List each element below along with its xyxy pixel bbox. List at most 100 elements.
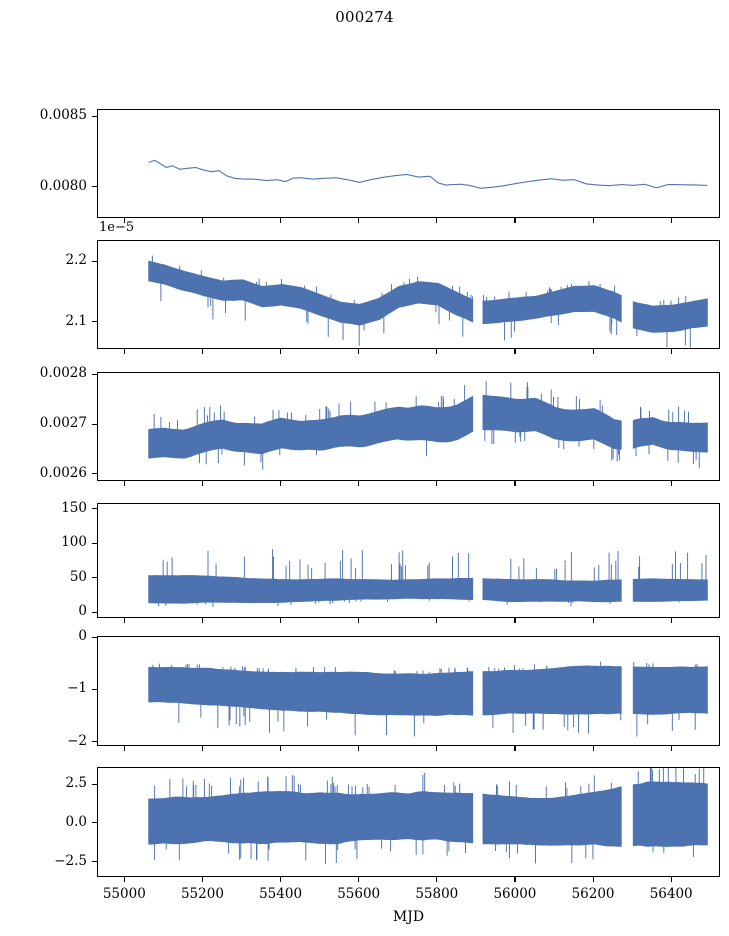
xtick-label-5: 56000 (493, 886, 537, 902)
ytick-mark-f-knee-1 (92, 577, 97, 579)
ytick-label-sigma0-millikelvin-0: 0.0026 (39, 464, 87, 481)
xtick-mark-chi-squared-7 (670, 877, 672, 882)
ytick-label-sigma0-volts-1: 2.2 (65, 252, 87, 269)
ytick-mark-gain-0 (92, 186, 97, 188)
ytick-mark-gain-1 (92, 115, 97, 117)
xtick-mark-sigma0-millikelvin-2 (280, 481, 282, 486)
ytick-mark-alpha-2 (92, 636, 97, 638)
plot-panel-gain (97, 109, 720, 218)
ytick-label-sigma0-millikelvin-1: 0.0027 (39, 415, 87, 432)
ytick-label-f-knee-3: 150 (61, 499, 87, 516)
xtick-mark-alpha-1 (201, 746, 204, 751)
trace-alpha (148, 661, 708, 737)
ytick-mark-f-knee-2 (92, 542, 97, 544)
trace-sigma0-millikelvin (148, 381, 708, 470)
xtick-mark-f-knee-0 (123, 618, 125, 623)
xtick-mark-sigma0-millikelvin-0 (123, 481, 125, 486)
ytick-label-f-knee-1: 50 (69, 568, 87, 585)
xtick-mark-f-knee-4 (436, 618, 438, 623)
xaxis-label: MJD (392, 909, 425, 925)
xtick-mark-sigma0-volts-5 (514, 349, 516, 354)
plot-panel-chi-squared (97, 767, 720, 877)
xtick-mark-alpha-2 (280, 746, 282, 751)
xtick-mark-f-knee-3 (358, 618, 360, 623)
ytick-label-alpha-0: −2 (67, 732, 87, 749)
xtick-mark-chi-squared-2 (280, 877, 282, 882)
xtick-mark-sigma0-volts-3 (358, 349, 360, 354)
xtick-mark-f-knee-2 (280, 618, 282, 623)
xtick-mark-gain-0 (123, 218, 125, 223)
xtick-label-1: 55200 (180, 886, 224, 902)
xtick-label-7: 56400 (649, 886, 693, 902)
xtick-mark-sigma0-millikelvin-3 (358, 481, 360, 486)
xtick-mark-alpha-5 (514, 746, 516, 751)
ytick-mark-sigma0-millikelvin-1 (92, 423, 97, 425)
xtick-label-6: 56200 (571, 886, 615, 902)
ytick-label-chi-squared-0: −2.5 (54, 852, 87, 869)
xtick-mark-chi-squared-4 (436, 877, 438, 882)
trace-f-knee (148, 549, 708, 608)
xtick-mark-f-knee-5 (514, 618, 516, 623)
xtick-mark-f-knee-7 (670, 618, 672, 623)
ytick-label-chi-squared-1: 0.0 (65, 813, 87, 830)
xtick-mark-gain-5 (514, 218, 516, 223)
figure-title: 000274 (335, 8, 394, 26)
ytick-label-sigma0-millikelvin-2: 0.0028 (39, 365, 87, 382)
trace-gain (148, 159, 708, 189)
xtick-mark-gain-2 (280, 218, 282, 223)
ytick-mark-f-knee-3 (92, 508, 97, 510)
xtick-label-3: 55600 (337, 886, 381, 902)
trace-chi-squared (148, 768, 708, 864)
ytick-label-alpha-1: −1 (67, 680, 87, 697)
ytick-mark-sigma0-millikelvin-0 (92, 473, 97, 475)
xtick-mark-gain-6 (592, 218, 594, 223)
plot-panel-sigma0-volts (97, 240, 720, 349)
ytick-mark-chi-squared-2 (92, 783, 97, 785)
ytick-mark-sigma0-volts-0 (92, 321, 97, 323)
xtick-mark-sigma0-volts-1 (201, 349, 204, 354)
xtick-mark-chi-squared-6 (592, 877, 594, 882)
xtick-mark-gain-3 (358, 218, 360, 223)
ytick-label-f-knee-2: 100 (61, 534, 87, 551)
ytick-label-sigma0-volts-0: 2.1 (65, 312, 87, 329)
xtick-mark-sigma0-volts-6 (592, 349, 594, 354)
xtick-mark-alpha-3 (358, 746, 360, 751)
xtick-label-2: 55400 (259, 886, 303, 902)
xtick-mark-f-knee-6 (592, 618, 594, 623)
xtick-mark-alpha-7 (670, 746, 672, 751)
xtick-mark-chi-squared-3 (358, 877, 360, 882)
plot-panel-f-knee (97, 503, 720, 618)
yaxis-offset-text-sigma0-volts: 1e−5 (99, 220, 135, 235)
xtick-mark-sigma0-volts-0 (123, 349, 125, 354)
xtick-mark-sigma0-millikelvin-6 (592, 481, 594, 486)
xtick-label-4: 55800 (415, 886, 459, 902)
ytick-mark-chi-squared-0 (92, 861, 97, 863)
xtick-mark-f-knee-1 (201, 618, 204, 623)
ytick-mark-sigma0-volts-1 (92, 260, 97, 262)
ytick-mark-chi-squared-1 (92, 822, 97, 824)
xtick-mark-chi-squared-5 (514, 877, 516, 882)
xtick-mark-sigma0-millikelvin-4 (436, 481, 438, 486)
xtick-mark-sigma0-volts-7 (670, 349, 672, 354)
ytick-label-f-knee-0: 0 (78, 603, 87, 620)
xtick-mark-gain-1 (201, 218, 204, 223)
plot-panel-sigma0-millikelvin (97, 372, 720, 481)
xtick-mark-gain-7 (670, 218, 672, 223)
plot-panel-alpha (97, 636, 720, 746)
ytick-label-alpha-2: 0 (78, 628, 87, 645)
xtick-mark-gain-4 (436, 218, 438, 223)
ytick-mark-sigma0-millikelvin-2 (92, 373, 97, 376)
ytick-label-gain-0: 0.0080 (39, 177, 87, 194)
xtick-mark-alpha-0 (123, 746, 125, 751)
ytick-mark-f-knee-0 (92, 611, 97, 614)
xtick-mark-alpha-4 (436, 746, 438, 751)
xtick-mark-sigma0-millikelvin-5 (514, 481, 516, 486)
xtick-mark-sigma0-volts-4 (436, 349, 438, 354)
xtick-mark-sigma0-millikelvin-7 (670, 481, 672, 486)
ytick-mark-alpha-1 (92, 688, 97, 691)
xtick-mark-sigma0-volts-2 (280, 349, 282, 354)
ytick-label-gain-1: 0.0085 (39, 107, 87, 124)
xtick-mark-chi-squared-1 (201, 877, 204, 882)
xtick-mark-sigma0-millikelvin-1 (201, 481, 204, 486)
